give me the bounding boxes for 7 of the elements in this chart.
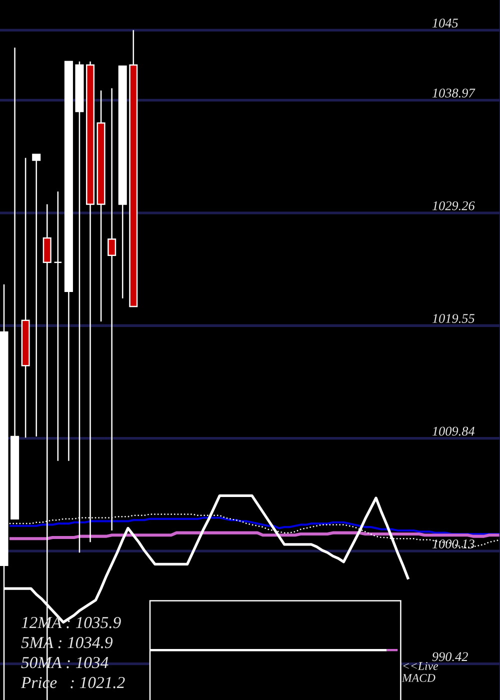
y-tick-label: 1009.84 bbox=[432, 426, 475, 436]
y-tick-label: 1019.55 bbox=[432, 314, 474, 323]
y-tick-label: 990.42 bbox=[432, 652, 468, 662]
y-tick-label: 1045 bbox=[432, 18, 458, 28]
annotation: <<Live MACD bbox=[402, 662, 438, 682]
y-tick-label: 1029.26 bbox=[432, 201, 475, 210]
y-tick-label: 1038.97 bbox=[432, 88, 476, 98]
